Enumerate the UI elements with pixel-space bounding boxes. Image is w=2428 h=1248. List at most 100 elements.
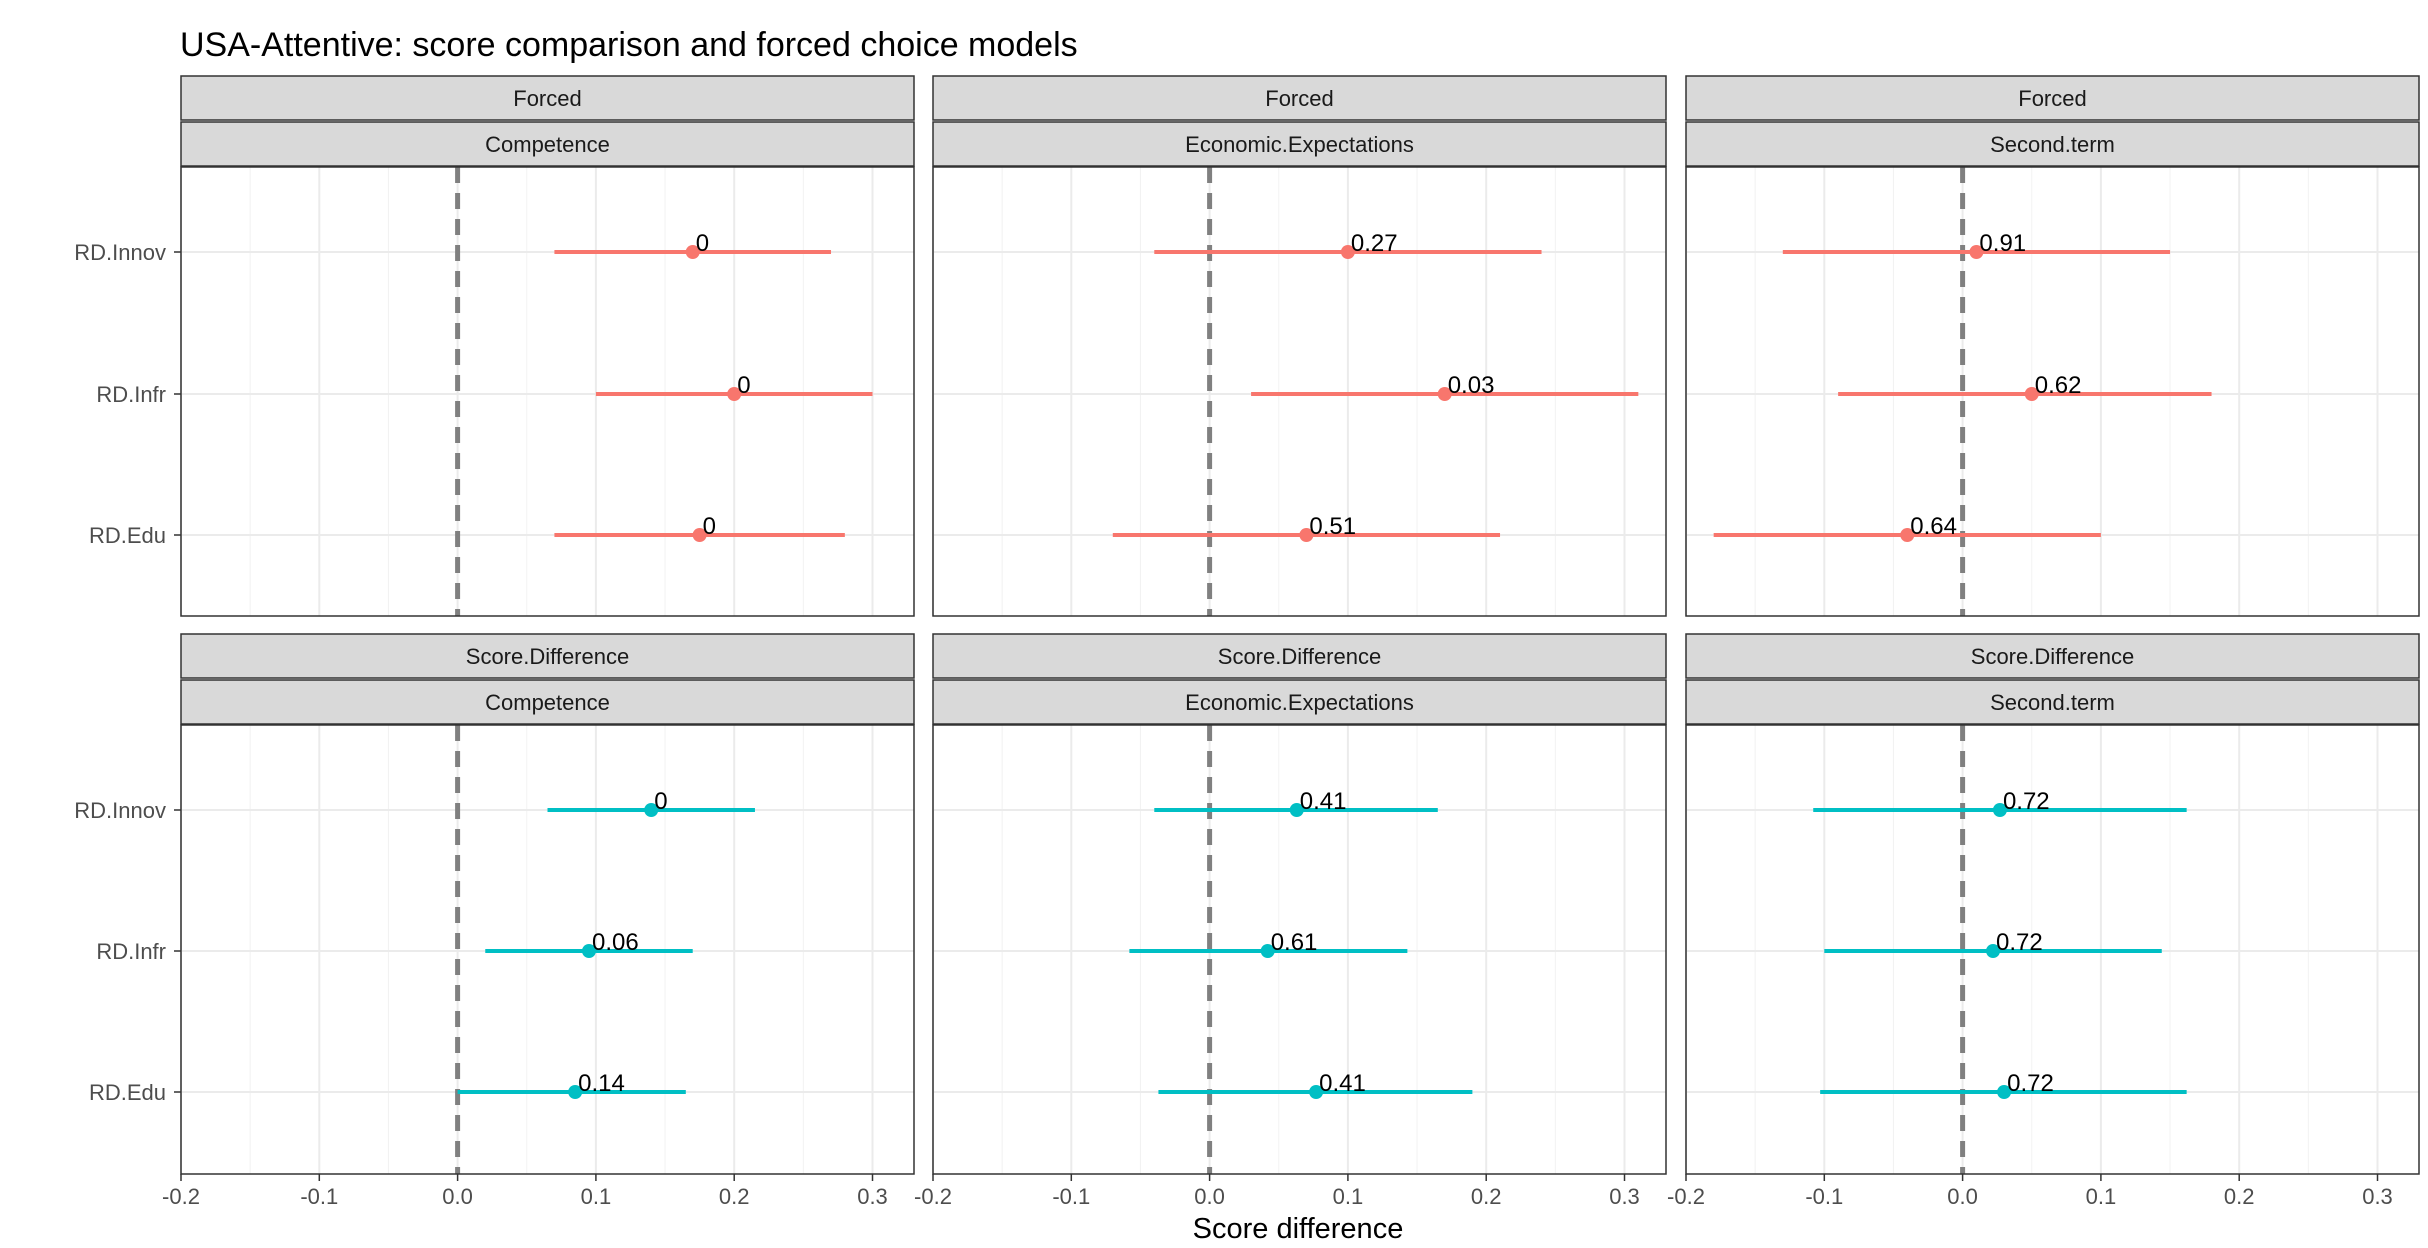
- point-estimate-rd-edu: [1900, 528, 1915, 542]
- facet-strip-col: [1685, 679, 2420, 725]
- x-tick-label: 0.1: [2086, 1184, 2117, 1209]
- x-tick-label: 0.2: [1471, 1184, 1502, 1209]
- plot-background: [1686, 167, 2419, 616]
- x-tick-label: 0.3: [1609, 1184, 1640, 1209]
- facet-strip-col: [1685, 121, 2420, 167]
- p-value-label: 0.41: [1319, 1070, 1366, 1097]
- facet-panels: Forced Competence 0 0 0 Forced Economic.Expect…: [180, 75, 2420, 1175]
- point-estimate-rd-infr: [2024, 387, 2039, 401]
- point-estimate-rd-edu: [1309, 1085, 1324, 1099]
- x-tick-label: 0.3: [857, 1184, 888, 1209]
- point-estimate-rd-innov: [1340, 245, 1355, 259]
- facet-strip-col-label: Economic.Expectations: [1185, 132, 1414, 157]
- point-estimate-rd-innov: [685, 245, 700, 259]
- p-value-label: 0.72: [1996, 929, 2043, 956]
- plot-background: [181, 167, 914, 616]
- panel-forced-competence: Forced Competence 0 0 0: [180, 75, 915, 617]
- y-tick-label: RD.Infr: [96, 939, 166, 964]
- panel-border: [932, 724, 1667, 1175]
- panel-border: [1685, 166, 2420, 617]
- panel-border: [932, 166, 1667, 617]
- point-estimate-rd-edu: [692, 528, 707, 542]
- facet-strip-row-label: Score.Difference: [466, 644, 629, 669]
- p-value-label: 0.91: [1979, 230, 2026, 257]
- panel-border: [1685, 724, 2420, 1175]
- x-axis-title: Score difference: [1193, 1213, 1404, 1245]
- facet-strip-row: [932, 75, 1667, 121]
- y-axis: RD.Innov RD.Infr RD.Edu RD.Innov RD.Infr RD.E…: [74, 240, 181, 1105]
- facet-strip-row-label: Score.Difference: [1971, 644, 2134, 669]
- facet-strip-col: [180, 121, 915, 167]
- panel-border: [180, 166, 915, 617]
- point-estimate-rd-infr: [581, 944, 596, 958]
- x-tick-label: -0.1: [1052, 1184, 1090, 1209]
- facet-strip-col-label: Second.term: [1990, 690, 2115, 715]
- point-estimate-rd-innov: [644, 803, 659, 817]
- p-value-label: 0.03: [1448, 372, 1495, 399]
- y-tick-label: RD.Infr: [96, 382, 166, 407]
- x-tick-label: 0.0: [1947, 1184, 1978, 1209]
- x-tick-label: 0.0: [442, 1184, 473, 1209]
- p-value-label: 0.06: [592, 929, 639, 956]
- y-tick-label: RD.Innov: [74, 798, 166, 823]
- x-tick-label: 0.1: [1333, 1184, 1364, 1209]
- x-tick-label: -0.1: [1805, 1184, 1843, 1209]
- facet-strip-col: [932, 121, 1667, 167]
- facet-strip-row: [1685, 633, 2420, 679]
- point-estimate-rd-infr: [727, 387, 742, 401]
- point-estimate-rd-infr: [1437, 387, 1452, 401]
- facet-strip-row: [180, 75, 915, 121]
- p-value-label: 0.72: [2007, 1070, 2054, 1097]
- point-estimate-rd-edu: [568, 1085, 583, 1099]
- p-value-label: 0.64: [1910, 513, 1957, 540]
- p-value-label: 0.51: [1309, 513, 1356, 540]
- p-value-label: 0.61: [1271, 929, 1318, 956]
- x-axis: -0.2 -0.1 0.0 0.1 0.2 0.3 -0.2 -0.1 0.0 0.1 0.2 0.3…: [162, 1174, 2393, 1209]
- p-value-label: 0: [737, 372, 750, 399]
- x-tick-label: 0.2: [2224, 1184, 2255, 1209]
- p-value-label: 0.27: [1351, 230, 1398, 257]
- facet-strip-row-label: Forced: [2018, 86, 2086, 111]
- point-estimate-rd-innov: [1992, 803, 2007, 817]
- panel-score-difference-competence: Score.Difference Competence 0 0.06 0.14: [180, 633, 915, 1175]
- facet-strip-row: [932, 633, 1667, 679]
- point-estimate-rd-innov: [1969, 245, 1984, 259]
- p-value-label: 0.14: [578, 1070, 625, 1097]
- point-estimate-rd-infr: [1986, 944, 2001, 958]
- x-tick-label: -0.2: [914, 1184, 952, 1209]
- facet-strip-col-label: Competence: [485, 690, 610, 715]
- x-tick-label: 0.2: [719, 1184, 750, 1209]
- p-value-label: 0.62: [2035, 372, 2082, 399]
- x-tick-label: 0.3: [2362, 1184, 2393, 1209]
- point-estimate-rd-infr: [1260, 944, 1275, 958]
- point-estimate-rd-edu: [1299, 528, 1314, 542]
- y-tick-label: RD.Edu: [89, 523, 166, 548]
- p-value-label: 0: [654, 788, 667, 815]
- plot-background: [933, 167, 1666, 616]
- y-tick-label: RD.Innov: [74, 240, 166, 265]
- point-estimate-rd-edu: [1997, 1085, 2012, 1099]
- facet-strip-row-label: Forced: [513, 86, 581, 111]
- facet-strip-row: [180, 633, 915, 679]
- panel-score-difference-second-term: Score.Difference Second.term 0.72 0.72 0.72: [1685, 633, 2420, 1175]
- facet-strip-col-label: Economic.Expectations: [1185, 690, 1414, 715]
- chart-title: USA-Attentive: score comparison and forc…: [180, 26, 1078, 64]
- x-tick-label: 0.0: [1194, 1184, 1225, 1209]
- facet-strip-row-label: Forced: [1265, 86, 1333, 111]
- p-value-label: 0: [703, 513, 716, 540]
- x-tick-label: -0.1: [300, 1184, 338, 1209]
- panel-forced-economic-expectations: Forced Economic.Expectations 0.27 0.03 0.51: [932, 75, 1667, 617]
- facet-strip-row-label: Score.Difference: [1218, 644, 1381, 669]
- panel-border: [180, 724, 915, 1175]
- point-estimate-rd-innov: [1289, 803, 1304, 817]
- x-tick-label: 0.1: [581, 1184, 612, 1209]
- x-tick-label: -0.2: [162, 1184, 200, 1209]
- facet-strip-col: [932, 679, 1667, 725]
- facet-strip-row: [1685, 75, 2420, 121]
- panel-forced-second-term: Forced Second.term 0.91 0.62 0.64: [1685, 75, 2420, 617]
- facet-strip-col-label: Second.term: [1990, 132, 2115, 157]
- facet-strip-col: [180, 679, 915, 725]
- y-tick-label: RD.Edu: [89, 1080, 166, 1105]
- facet-strip-col-label: Competence: [485, 132, 610, 157]
- p-value-label: 0.41: [1300, 788, 1347, 815]
